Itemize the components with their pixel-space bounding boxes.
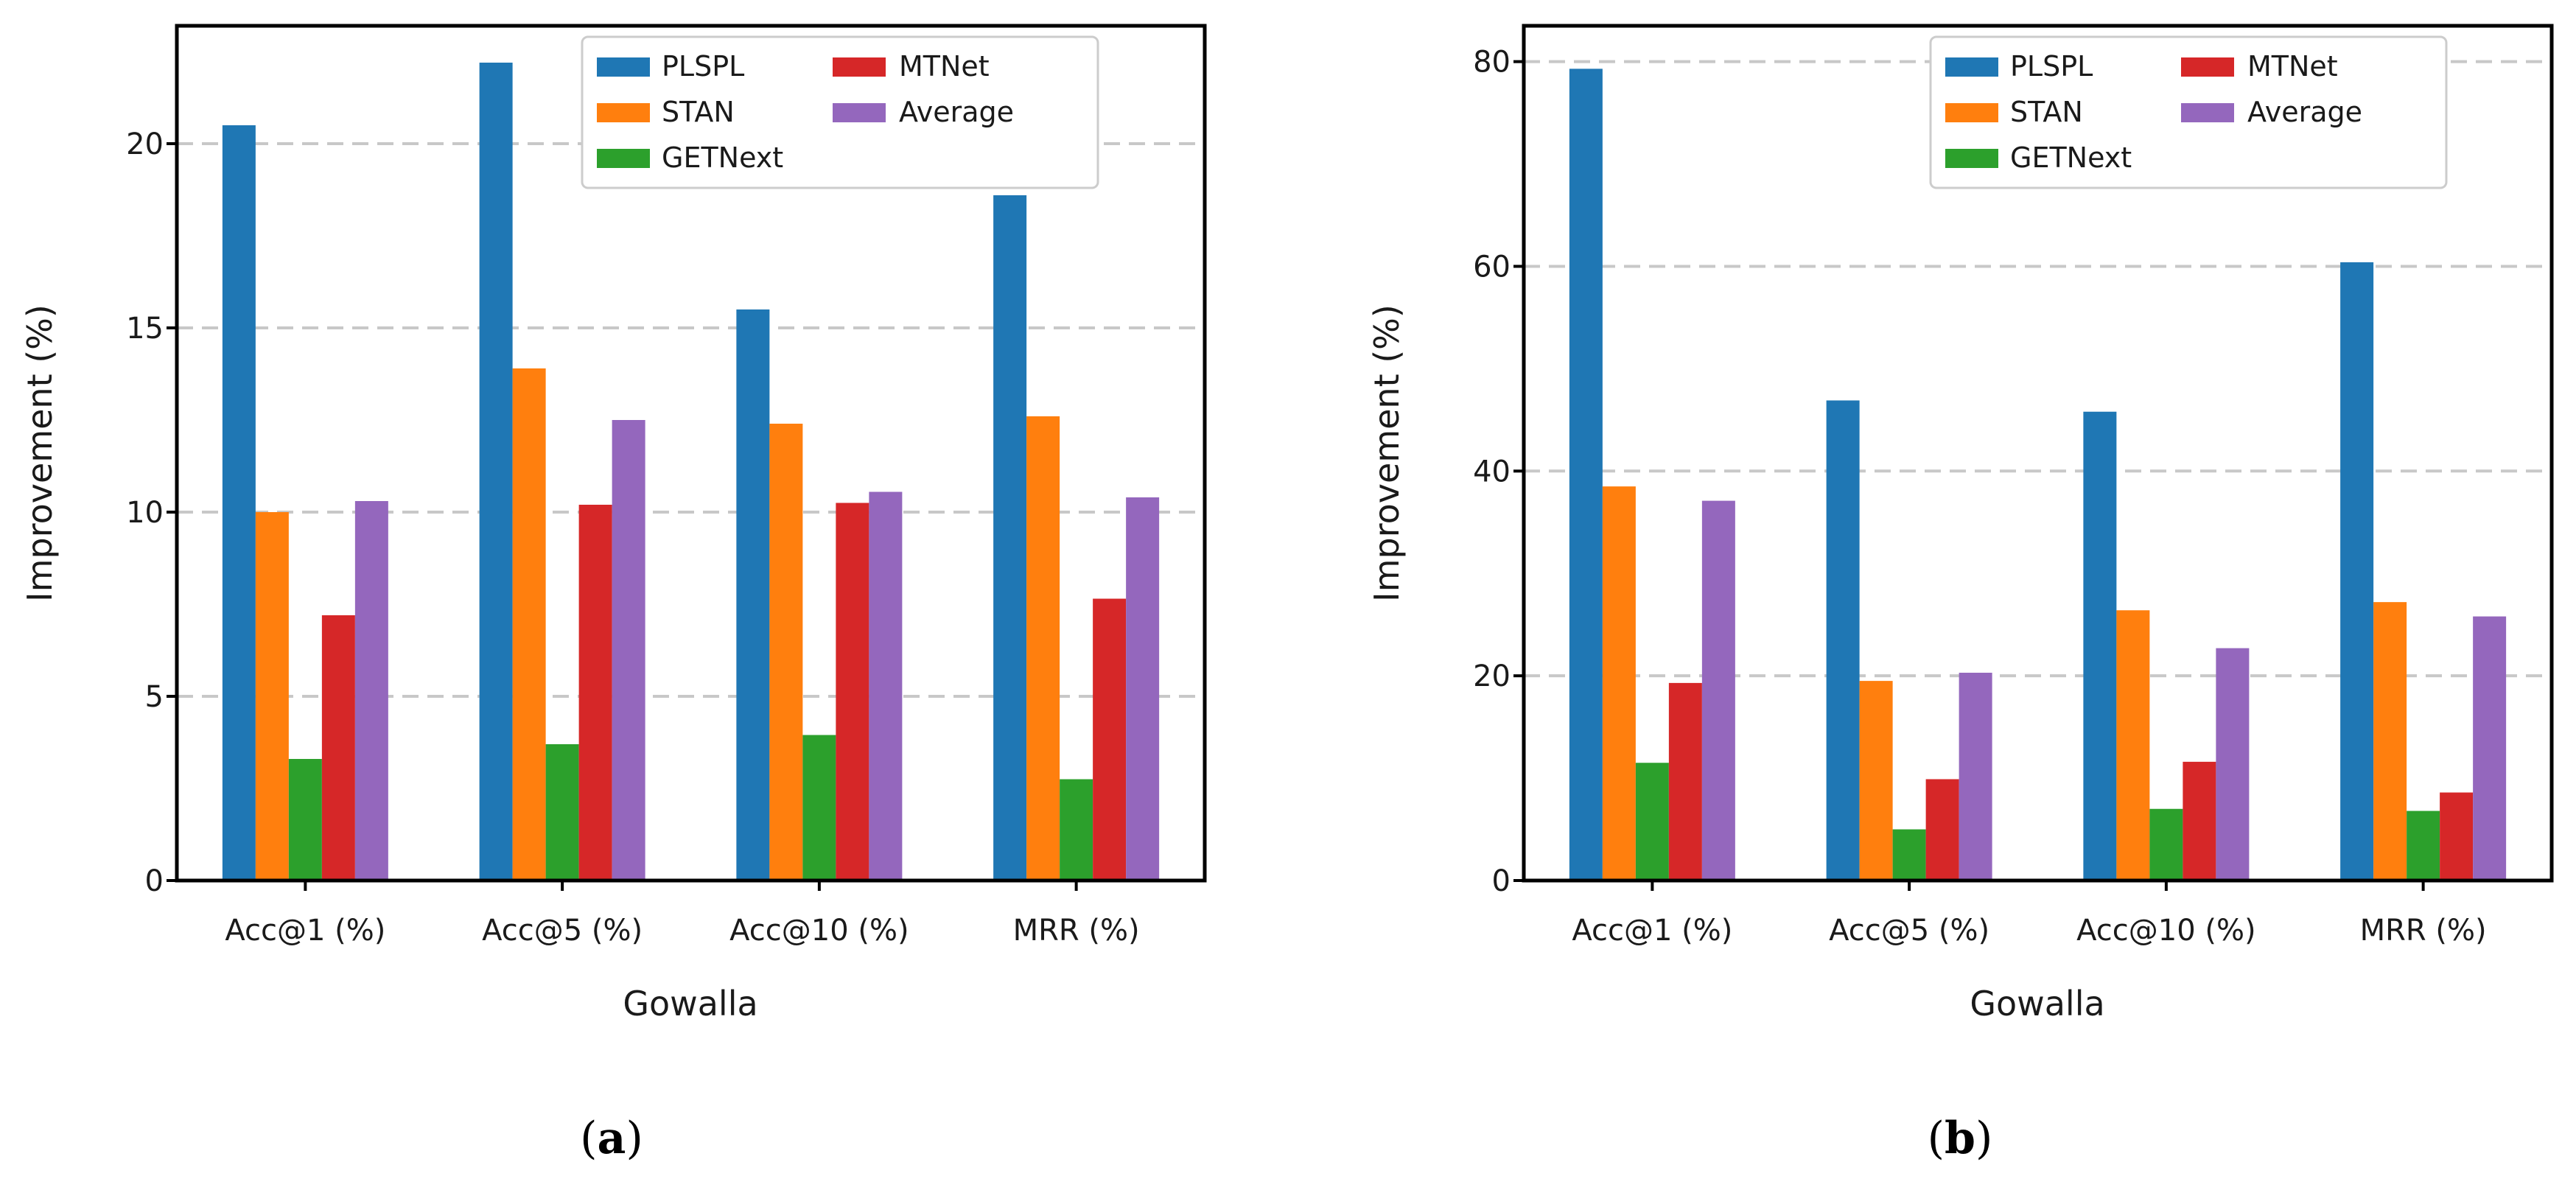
bar-mtnet-mrr bbox=[1093, 598, 1127, 881]
legend-label-stan: STAN bbox=[662, 96, 735, 128]
bar-plspl-acc-5 bbox=[479, 63, 513, 881]
legend-swatch-stan bbox=[1945, 103, 1998, 122]
x-ticks: Acc@1 (%) Acc@5 (%) Acc@10 (%) MRR (%) bbox=[1572, 881, 2487, 948]
legend-label-average: Average bbox=[899, 96, 1014, 128]
legend-label-plspl: PLSPL bbox=[662, 50, 744, 83]
legend-label-plspl: PLSPL bbox=[2010, 50, 2093, 83]
x-tick-label: Acc@10 (%) bbox=[729, 914, 909, 948]
bar-getnext-acc-1 bbox=[288, 759, 322, 881]
legend-label-stan: STAN bbox=[2010, 96, 2083, 128]
bar-mtnet-acc-10 bbox=[2183, 761, 2216, 881]
bar-plspl-acc-10 bbox=[736, 309, 770, 881]
x-tick-label: MRR (%) bbox=[2360, 914, 2487, 948]
x-axis-label: Gowalla bbox=[623, 984, 757, 1023]
bar-average-acc-1 bbox=[354, 501, 388, 881]
bar-getnext-mrr bbox=[2407, 811, 2440, 881]
legend-swatch-average bbox=[2181, 103, 2234, 122]
y-tick-label: 60 bbox=[1473, 250, 1511, 284]
bar-mtnet-acc-10 bbox=[836, 503, 869, 881]
x-tick-label: Acc@10 (%) bbox=[2076, 914, 2255, 948]
legend-swatch-mtnet bbox=[2181, 57, 2234, 77]
bar-stan-acc-10 bbox=[769, 424, 803, 881]
bar-mtnet-mrr bbox=[2440, 792, 2474, 881]
bar-average-acc-10 bbox=[869, 491, 903, 881]
bar-stan-mrr bbox=[2373, 602, 2407, 881]
y-axis-label: Improvement (%) bbox=[1367, 304, 1407, 602]
bars bbox=[222, 63, 1160, 881]
legend: PLSPL STAN GETNext MTNet Average bbox=[1929, 35, 2448, 189]
y-tick-label: 40 bbox=[1473, 455, 1511, 489]
y-tick-label: 20 bbox=[126, 127, 164, 161]
panel-b: 0 20 40 60 80 Acc@1 (%) Acc@5 (%) Acc@10 (%) MR… bbox=[1367, 24, 2554, 1164]
bar-stan-acc-1 bbox=[1602, 486, 1636, 881]
bar-average-acc-5 bbox=[1959, 672, 1992, 881]
bar-getnext-acc-1 bbox=[1635, 763, 1669, 881]
legend-label-getnext: GETNext bbox=[662, 141, 783, 174]
bar-stan-acc-5 bbox=[512, 368, 546, 881]
y-tick-label: 0 bbox=[145, 864, 164, 898]
panel-caption-a: (a) bbox=[580, 1113, 643, 1164]
plot-frame bbox=[175, 24, 1207, 883]
y-axis-label: Improvement (%) bbox=[20, 304, 60, 602]
bar-getnext-acc-5 bbox=[1892, 829, 1926, 881]
bar-average-mrr bbox=[1126, 497, 1160, 881]
bar-plspl-acc-5 bbox=[1826, 400, 1860, 881]
bar-plspl-mrr bbox=[993, 195, 1027, 881]
bar-getnext-mrr bbox=[1060, 779, 1093, 881]
legend: PLSPL STAN GETNext MTNet Average bbox=[581, 35, 1099, 189]
x-tick-label: Acc@1 (%) bbox=[225, 914, 385, 948]
bar-average-acc-1 bbox=[1701, 500, 1735, 881]
legend-label-mtnet: MTNet bbox=[899, 50, 990, 83]
y-ticks: 0 20 40 60 80 bbox=[1473, 46, 1524, 898]
x-tick-label: Acc@5 (%) bbox=[482, 914, 643, 948]
bar-stan-acc-10 bbox=[2116, 610, 2150, 881]
legend-swatch-average bbox=[833, 103, 886, 122]
bar-stan-acc-1 bbox=[255, 512, 289, 881]
bar-getnext-acc-10 bbox=[802, 735, 836, 881]
legend-swatch-plspl bbox=[597, 57, 650, 77]
bar-average-mrr bbox=[2473, 616, 2507, 881]
x-axis-label: Gowalla bbox=[1970, 984, 2104, 1023]
bar-plspl-acc-1 bbox=[1569, 69, 1603, 881]
bar-mtnet-acc-1 bbox=[1668, 682, 1702, 881]
panel-a: 0 5 10 15 20 Acc@1 (%) Acc@5 (%) Acc@10 (%) MRR… bbox=[20, 24, 1207, 1164]
y-tick-label: 10 bbox=[126, 496, 164, 530]
legend-swatch-stan bbox=[597, 103, 650, 122]
bar-plspl-mrr bbox=[2340, 262, 2374, 881]
bar-mtnet-acc-5 bbox=[578, 505, 612, 881]
bar-stan-mrr bbox=[1026, 416, 1060, 881]
bar-average-acc-5 bbox=[612, 420, 645, 881]
panel-caption-b: (b) bbox=[1928, 1113, 1993, 1164]
bar-getnext-acc-10 bbox=[2149, 808, 2183, 881]
bar-plspl-acc-10 bbox=[2083, 411, 2117, 881]
x-tick-label: Acc@1 (%) bbox=[1572, 914, 1732, 948]
bar-mtnet-acc-5 bbox=[1925, 779, 1959, 881]
y-tick-label: 80 bbox=[1473, 46, 1511, 80]
legend-swatch-mtnet bbox=[833, 57, 886, 77]
legend-swatch-getnext bbox=[1945, 149, 1998, 168]
legend-swatch-getnext bbox=[597, 149, 650, 168]
plot-frame bbox=[1522, 24, 2554, 883]
y-tick-label: 0 bbox=[1492, 864, 1511, 898]
x-tick-label: MRR (%) bbox=[1013, 914, 1140, 948]
bars bbox=[1569, 69, 2507, 881]
bar-plspl-acc-1 bbox=[222, 125, 256, 881]
y-tick-label: 20 bbox=[1473, 659, 1511, 693]
y-tick-label: 5 bbox=[145, 680, 164, 714]
y-tick-label: 15 bbox=[126, 312, 164, 346]
legend-swatch-plspl bbox=[1945, 57, 1998, 77]
legend-label-average: Average bbox=[2247, 96, 2362, 128]
bar-getnext-acc-5 bbox=[545, 744, 579, 881]
bar-mtnet-acc-1 bbox=[321, 615, 355, 881]
panel-caption-b-letter: b bbox=[1945, 1113, 1975, 1164]
panel-caption-a-letter: a bbox=[598, 1113, 626, 1164]
legend-label-mtnet: MTNet bbox=[2247, 50, 2338, 83]
legend-label-getnext: GETNext bbox=[2010, 141, 2132, 174]
bar-stan-acc-5 bbox=[1859, 681, 1893, 881]
x-ticks: Acc@1 (%) Acc@5 (%) Acc@10 (%) MRR (%) bbox=[225, 881, 1140, 948]
y-ticks: 0 5 10 15 20 bbox=[126, 127, 177, 898]
bar-average-acc-10 bbox=[2216, 648, 2250, 881]
x-tick-label: Acc@5 (%) bbox=[1829, 914, 1989, 948]
